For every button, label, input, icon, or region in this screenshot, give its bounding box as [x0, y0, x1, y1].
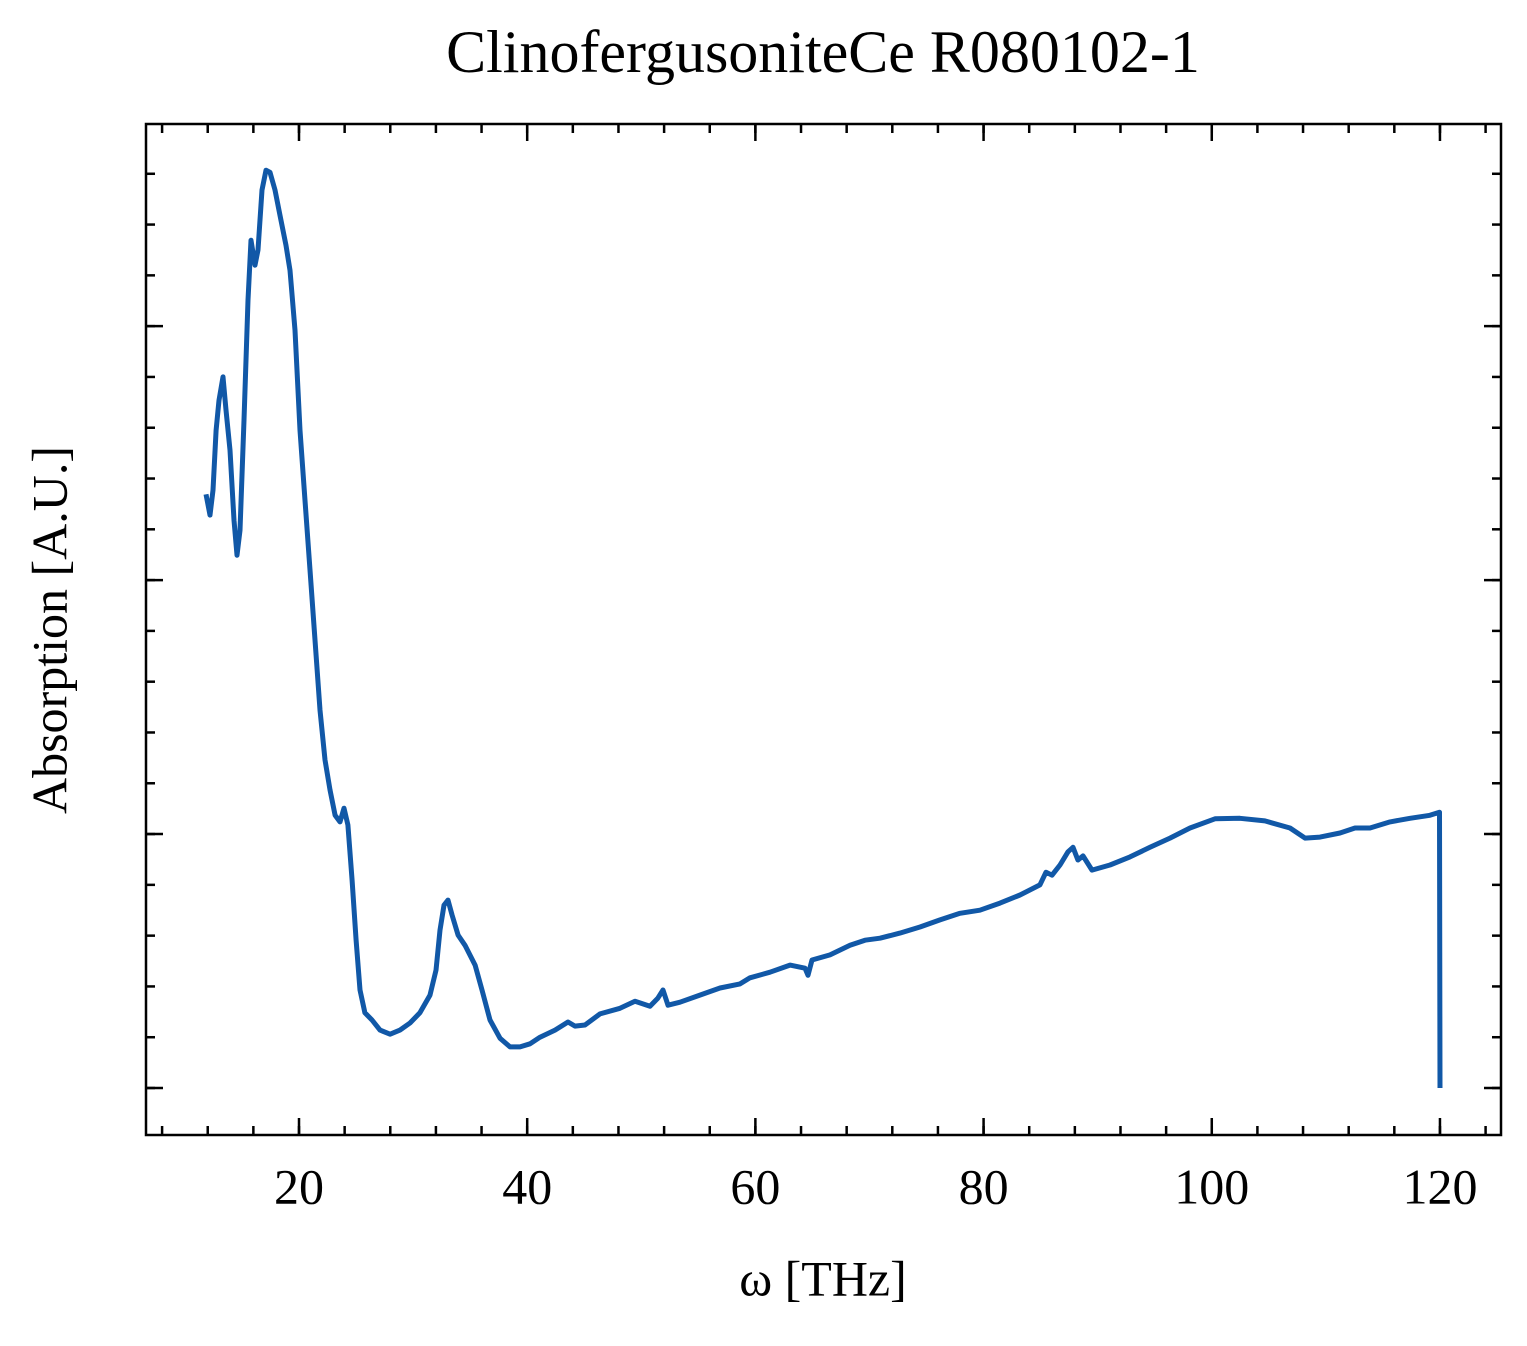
- x-tick-label: 100: [1174, 1158, 1249, 1214]
- x-tick-label: 20: [274, 1158, 324, 1214]
- x-tick-label: 120: [1402, 1158, 1477, 1214]
- x-tick-label: 80: [959, 1158, 1009, 1214]
- x-tick-label: 60: [730, 1158, 780, 1214]
- chart-title: ClinofergusoniteCe R080102-1: [446, 19, 1200, 85]
- y-axis-label: Absorption [A.U.]: [21, 446, 77, 814]
- plot-frame: [144, 122, 1503, 1137]
- x-tick-label: 40: [502, 1158, 552, 1214]
- data-line: [203, 167, 1443, 1089]
- x-axis-label: ω [THz]: [739, 1250, 907, 1306]
